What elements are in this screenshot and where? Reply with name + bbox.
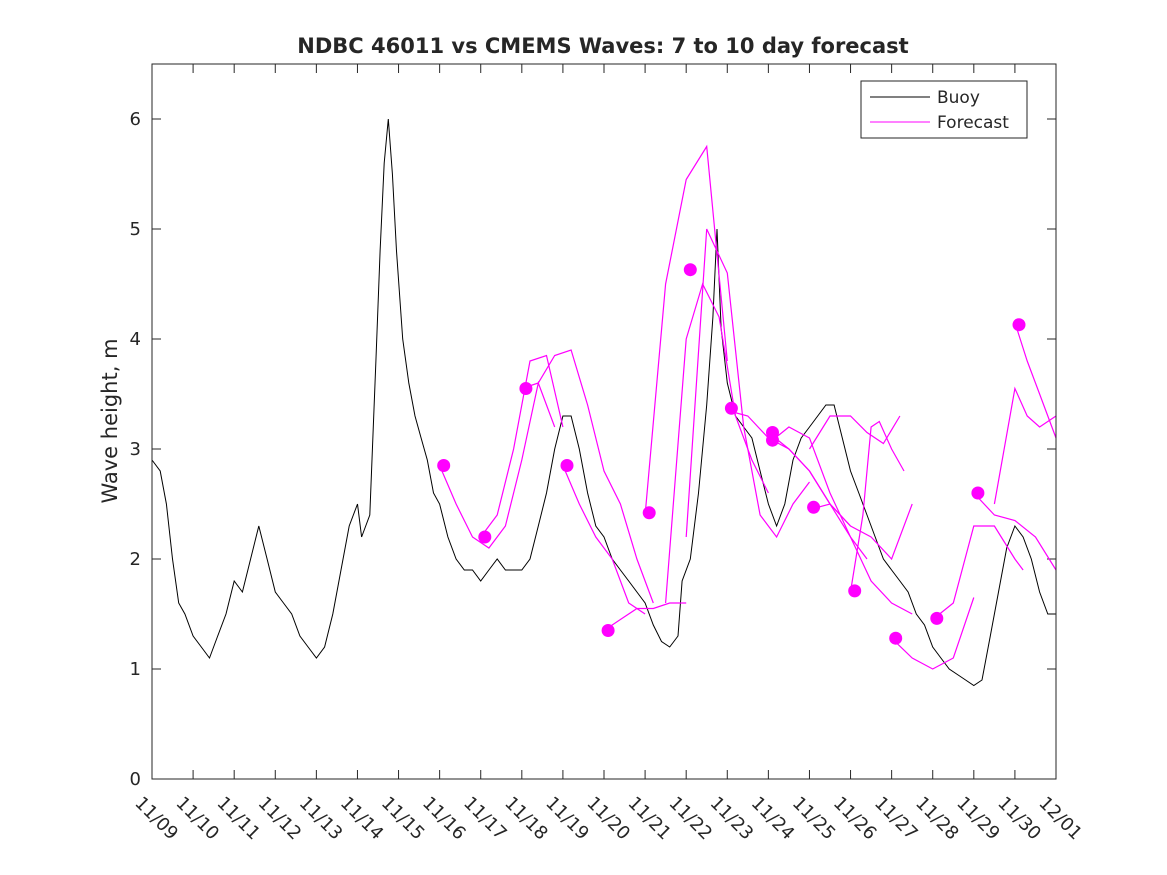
forecast-point [560, 459, 574, 472]
forecast-series-line [973, 492, 1057, 571]
y-tick-label: 1 [130, 659, 141, 680]
forecast-point [642, 506, 656, 520]
forecast-point [930, 611, 944, 625]
forecast-point [601, 624, 615, 637]
forecast-series-line [849, 420, 905, 593]
forecast-series-line [891, 597, 975, 670]
y-axis-label: Wave height, m [98, 338, 122, 503]
forecast-series-line [521, 349, 654, 604]
y-tick-label: 5 [130, 219, 141, 240]
forecast-series-line [685, 228, 810, 539]
forecast-series-line [993, 386, 1057, 505]
forecast-series-line [665, 282, 769, 604]
forecast-point [519, 382, 533, 395]
buoy-series-line [151, 118, 1056, 687]
forecast-point [848, 584, 862, 598]
forecast-point [683, 263, 697, 277]
forecast-series-line [644, 144, 728, 516]
legend-box [860, 80, 1028, 139]
plot-content [151, 64, 1057, 780]
y-tick-label: 4 [130, 329, 141, 350]
y-tick-label: 3 [130, 439, 141, 460]
forecast-point [889, 631, 903, 645]
forecast-series-line [480, 354, 564, 538]
forecast-point [478, 530, 492, 544]
forecast-point [971, 486, 985, 500]
forecast-series-line [439, 380, 556, 549]
forecast-series-line [768, 432, 868, 560]
forecast-series-line [932, 525, 1024, 620]
y-tick-label: 2 [130, 549, 141, 570]
plot-frame [151, 63, 1057, 780]
forecast-point [766, 433, 779, 447]
forecast-series-line [603, 602, 687, 631]
y-tick-label: 6 [130, 109, 141, 130]
legend-buoy-label: Buoy [937, 88, 980, 108]
legend-forecast-label: Forecast [937, 113, 1009, 133]
forecast-series-line [1014, 322, 1057, 439]
legend: Buoy Forecast [860, 80, 1028, 139]
forecast-point [807, 500, 821, 514]
chart-title: NDBC 46011 vs CMEMS Waves: 7 to 10 day f… [297, 34, 908, 58]
forecast-point [724, 401, 738, 415]
forecast-series-line [562, 465, 646, 615]
forecast-point [437, 459, 451, 472]
forecast-series-line [808, 415, 901, 450]
forecast-point [1012, 318, 1026, 332]
y-tick-label: 0 [130, 769, 141, 790]
